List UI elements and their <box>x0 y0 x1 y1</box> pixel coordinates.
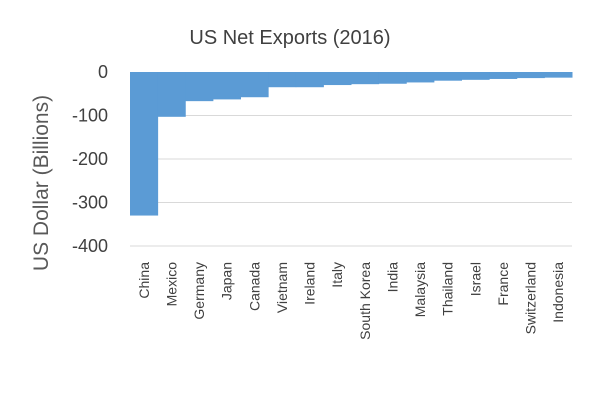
x-tick-label: Mexico <box>163 262 179 307</box>
x-tick-label: Switzerland <box>523 262 539 334</box>
chart-title: US Net Exports (2016) <box>189 27 390 49</box>
x-tick-label: Germany <box>191 262 207 320</box>
bar-malaysia <box>406 72 435 83</box>
bar-germany <box>185 72 214 102</box>
x-tick-label: Italy <box>329 262 345 288</box>
y-tick-label: 0 <box>98 62 108 82</box>
bar-india <box>378 72 407 84</box>
x-tick-label: Indonesia <box>550 262 566 323</box>
x-axis-ticks: China Mexico Germany Japan Canada Vietnam Irel… <box>136 262 566 340</box>
bars <box>130 72 573 216</box>
bar-italy <box>323 72 352 86</box>
x-tick-label: France <box>495 262 511 306</box>
x-tick-label: Israel <box>467 262 483 296</box>
y-tick-label: -100 <box>72 106 108 126</box>
y-tick-label: -200 <box>72 149 108 169</box>
x-tick-label: South Korea <box>357 262 373 340</box>
x-tick-label: China <box>136 262 152 299</box>
x-tick-label: Japan <box>219 262 235 300</box>
y-axis-ticks: 0 -100 -200 -300 -400 <box>72 62 108 256</box>
bar-israel <box>461 72 490 80</box>
x-tick-label: Malaysia <box>412 262 428 317</box>
x-tick-label: Vietnam <box>274 262 290 313</box>
bar-mexico <box>157 72 186 117</box>
bar-vietnam <box>268 72 297 88</box>
gridlines <box>130 115 572 247</box>
bar-indonesia <box>544 72 573 78</box>
x-tick-label: Canada <box>246 262 262 311</box>
bar-ireland <box>295 72 324 88</box>
bar-china <box>130 72 159 216</box>
bar-switzerland <box>516 72 545 79</box>
bar-japan <box>212 72 241 100</box>
x-tick-label: Thailand <box>440 262 456 316</box>
bar-south-korea <box>351 72 380 85</box>
y-tick-label: -300 <box>72 193 108 213</box>
bar-france <box>489 72 518 79</box>
x-tick-label: Ireland <box>302 262 318 305</box>
bar-canada <box>240 72 269 98</box>
bar-thailand <box>433 72 462 81</box>
x-tick-label: India <box>384 262 400 293</box>
y-axis-label: US Dollar (Billions) <box>30 95 53 271</box>
y-tick-label: -400 <box>72 236 108 256</box>
